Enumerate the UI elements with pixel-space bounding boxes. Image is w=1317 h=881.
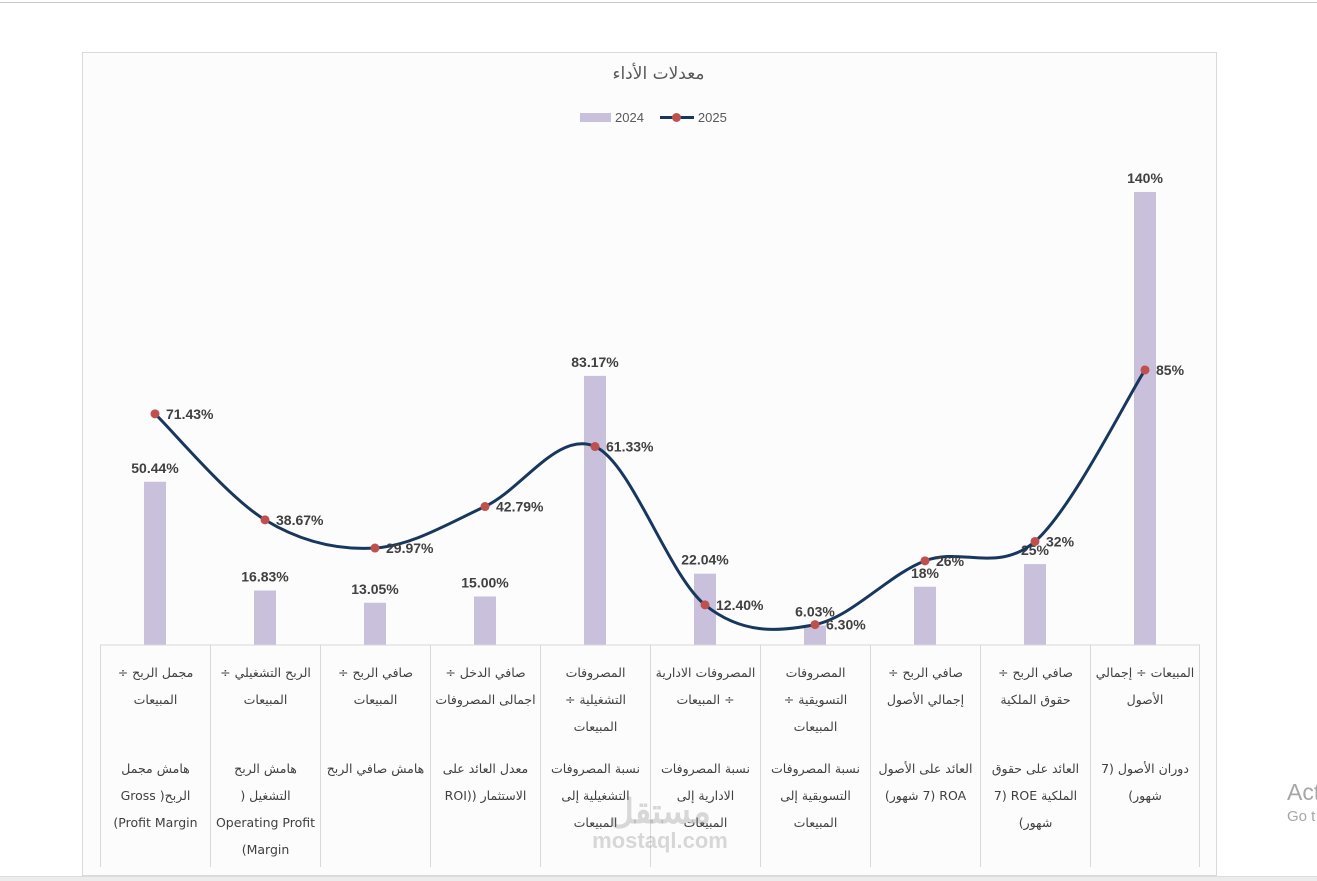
category-name: هامش الربح التشغيل ( Operating Profit Ma…: [215, 761, 316, 857]
category-formula: مجمل الربح ÷ المبيعات: [117, 665, 194, 707]
line-marker[interactable]: [150, 409, 160, 419]
bar-series-2024: [144, 191, 1156, 645]
category-label: صافي الربح ÷ حقوق الملكية العائد على حقوق…: [980, 645, 1090, 867]
category-formula: صافي الدخل ÷ اجمالى المصروفات: [435, 665, 536, 707]
line-value-label: 85%: [1156, 362, 1185, 378]
line-series-2025: [153, 369, 1147, 631]
category-formula: صافي الربح ÷ المبيعات: [338, 665, 413, 707]
bar[interactable]: [804, 625, 826, 645]
line-value-label: 12.40%: [716, 597, 764, 613]
legend-item-2024[interactable]: 2024: [580, 110, 644, 125]
category-label: الربح التشغيلي ÷ المبيعات هامش الربح التش…: [210, 645, 320, 867]
line-value-label: 38.67%: [276, 512, 324, 528]
category-name: هامش صافي الربح: [326, 761, 425, 776]
category-name: العائد على حقوق الملكية ROE (7 شهور): [991, 761, 1080, 830]
chart-title: معدلات الأداء: [612, 64, 705, 84]
bar-value-label: 15.00%: [461, 574, 509, 590]
category-name: دوران الأصول (7 شهور): [1101, 761, 1189, 803]
line-markers-2025: [150, 365, 1150, 630]
line-marker[interactable]: [700, 600, 710, 610]
category-label: المبيعات ÷ إجمالي الأصول دوران الأصول (7 …: [1090, 645, 1200, 867]
bar-value-label: 83.17%: [571, 354, 619, 370]
category-formula: المصروفات التشغيلية ÷ المبيعات: [564, 665, 627, 734]
line-marker[interactable]: [920, 556, 930, 566]
category-label: صافي الربح ÷ المبيعات هامش صافي الربح: [320, 645, 430, 867]
category-label: المصروفات الادارية ÷ المبيعات نسبة المصرو…: [650, 645, 760, 867]
bar[interactable]: [144, 481, 166, 645]
bar-value-label: 18%: [911, 565, 940, 581]
line-value-label: 61.33%: [606, 439, 654, 455]
window-bottom-border: [0, 876, 1317, 881]
window-top-border: [0, 2, 1317, 3]
category-name: هامش مجمل الربح( Gross Profit Margin): [113, 761, 198, 830]
legend[interactable]: 2024 2025: [580, 108, 727, 126]
bar[interactable]: [474, 596, 496, 645]
category-formula: صافي الربح ÷ إجمالي الأصول: [886, 665, 965, 707]
line-value-label: 6.30%: [826, 617, 866, 633]
category-axis-table: مجمل الربح ÷ المبيعات هامش مجمل الربح( Gr…: [100, 645, 1200, 867]
line-marker[interactable]: [1030, 536, 1040, 546]
line-value-label: 71.43%: [166, 406, 214, 422]
category-name: نسبة المصروفات التسويقية إلى المبيعات: [771, 761, 860, 830]
bar[interactable]: [254, 590, 276, 645]
bar[interactable]: [364, 602, 386, 645]
bar-value-label: 16.83%: [241, 569, 289, 585]
category-label: صافي الربح ÷ إجمالي الأصول العائد على الأ…: [870, 645, 980, 867]
category-label: مجمل الربح ÷ المبيعات هامش مجمل الربح( Gr…: [100, 645, 210, 867]
category-formula: المصروفات التسويقية ÷ المبيعات: [783, 665, 848, 734]
legend-item-2025[interactable]: 2025: [659, 109, 727, 125]
category-label: المصروفات التسويقية ÷ المبيعات نسبة المصر…: [760, 645, 870, 867]
line-marker[interactable]: [810, 620, 820, 630]
category-formula: المصروفات الادارية ÷ المبيعات: [655, 665, 756, 707]
line-value-label: 29.97%: [386, 540, 434, 556]
line-marker[interactable]: [260, 515, 270, 525]
activate-line-2: Go t: [1287, 808, 1316, 825]
bar-data-labels: 50.44% 16.83% 13.05% 15.00% 83.17% 22.04% 6.03…: [131, 170, 1163, 620]
bar[interactable]: [1024, 564, 1046, 645]
category-name: نسبة المصروفات التشغيلية إلى المبيعات: [551, 761, 640, 830]
chart-area[interactable]: [82, 52, 1217, 876]
activate-line-1: Act: [1287, 779, 1317, 805]
category-name: العائد على الأصول ROA (7 شهور): [878, 761, 973, 803]
bar[interactable]: [914, 586, 936, 645]
bar-value-label: 6.03%: [795, 603, 835, 619]
line-value-label: 32%: [1046, 533, 1075, 549]
category-label: صافي الدخل ÷ اجمالى المصروفات معدل العائد…: [430, 645, 540, 867]
bar-swatch-icon: [580, 112, 611, 122]
legend-label-2024: 2024: [615, 109, 644, 125]
bar-value-label: 13.05%: [351, 581, 399, 597]
bar-value-label: 140%: [1127, 170, 1163, 186]
category-name: نسبة المصروفات الادارية إلى المبيعات: [661, 761, 750, 830]
activate-windows-overlay: Act Go t: [1287, 778, 1317, 828]
bar-value-label: 50.44%: [131, 460, 179, 476]
bar[interactable]: [584, 375, 606, 645]
category-name: معدل العائد على الاستثمار ((ROI: [442, 761, 529, 803]
category-formula: الربح التشغيلي ÷ المبيعات: [220, 665, 311, 707]
category-formula: المبيعات ÷ إجمالي الأصول: [1095, 665, 1195, 707]
line-marker[interactable]: [480, 502, 490, 512]
line-marker[interactable]: [590, 442, 600, 452]
category-formula: صافي الربح ÷ حقوق الملكية: [998, 665, 1073, 707]
line-value-label: 26%: [936, 553, 965, 569]
line-marker-swatch-icon: [659, 112, 694, 122]
legend-label-2025: 2025: [697, 109, 727, 125]
line-data-labels: 71.43% 38.67% 29.97% 42.79% 61.33% 12.40% 6.30…: [166, 362, 1185, 633]
line-value-label: 42.79%: [496, 499, 544, 515]
category-label: المصروفات التشغيلية ÷ المبيعات نسبة المصر…: [540, 645, 650, 867]
bar-value-label: 22.04%: [681, 552, 729, 568]
bar[interactable]: [1134, 191, 1156, 645]
line-marker[interactable]: [370, 543, 380, 553]
line-marker[interactable]: [1140, 365, 1150, 375]
